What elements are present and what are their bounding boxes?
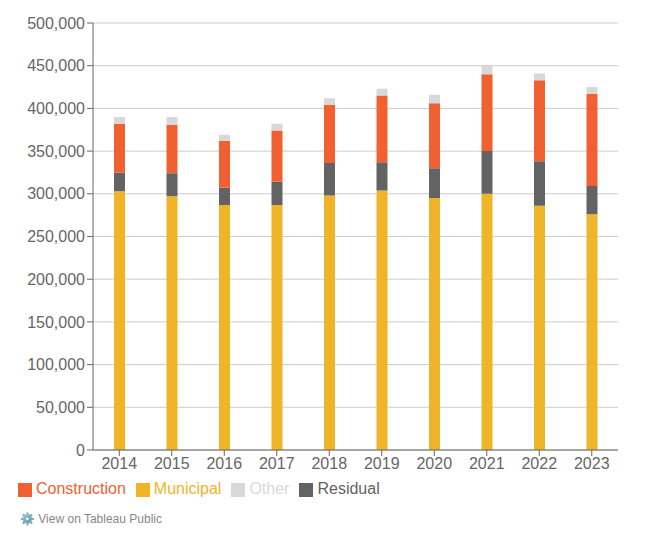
svg-text:2014: 2014 bbox=[101, 455, 137, 472]
svg-text:450,000: 450,000 bbox=[27, 57, 85, 74]
svg-text:0: 0 bbox=[76, 442, 85, 459]
svg-text:100,000: 100,000 bbox=[27, 356, 85, 373]
svg-text:2023: 2023 bbox=[574, 455, 610, 472]
svg-text:300,000: 300,000 bbox=[27, 185, 85, 202]
svg-text:2017: 2017 bbox=[259, 455, 295, 472]
svg-text:2020: 2020 bbox=[416, 455, 452, 472]
svg-text:2016: 2016 bbox=[206, 455, 242, 472]
svg-text:350,000: 350,000 bbox=[27, 143, 85, 160]
svg-text:2021: 2021 bbox=[469, 455, 505, 472]
svg-text:2018: 2018 bbox=[311, 455, 347, 472]
svg-text:2022: 2022 bbox=[521, 455, 557, 472]
svg-text:250,000: 250,000 bbox=[27, 228, 85, 245]
svg-text:150,000: 150,000 bbox=[27, 314, 85, 331]
html-text:Other: Other bbox=[249, 480, 290, 497]
svg-text:2019: 2019 bbox=[364, 455, 400, 472]
html-text:Construction: Construction bbox=[36, 480, 126, 497]
svg-text:200,000: 200,000 bbox=[27, 271, 85, 288]
html-text:⚙️ View on Tableau Public: ⚙️ View on Tableau Public bbox=[20, 512, 162, 526]
html-text:Municipal: Municipal bbox=[153, 480, 222, 497]
html-text:Residual: Residual bbox=[317, 480, 380, 497]
svg-text:500,000: 500,000 bbox=[27, 15, 85, 32]
svg-text:2015: 2015 bbox=[154, 455, 190, 472]
svg-text:50,000: 50,000 bbox=[36, 399, 85, 416]
svg-text:400,000: 400,000 bbox=[27, 100, 85, 117]
